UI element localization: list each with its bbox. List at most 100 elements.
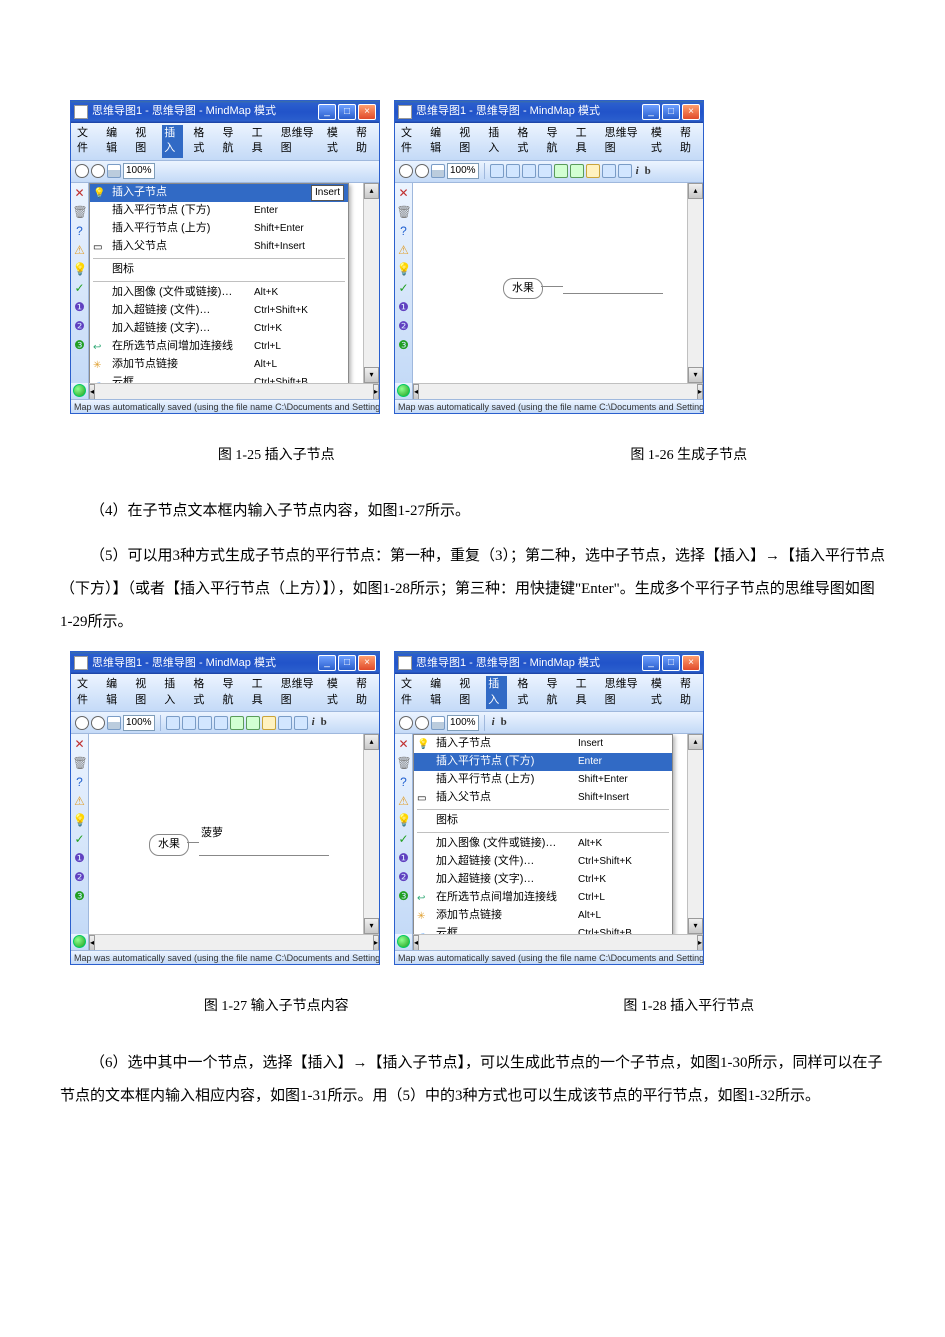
menu-item[interactable]: 插入子节点Insert xyxy=(414,735,672,753)
menu-item[interactable]: 帮助 xyxy=(678,676,699,709)
minimize-button[interactable]: _ xyxy=(318,655,336,671)
scroll-down-icon[interactable]: ▾ xyxy=(364,367,379,383)
scroll-right-icon[interactable]: ▸ xyxy=(697,384,703,400)
toolbar-icon[interactable] xyxy=(91,716,105,730)
toolbar-icon[interactable] xyxy=(182,716,196,730)
menu-item[interactable]: 加入图像 (文件或链接)…Alt+K xyxy=(90,284,348,302)
menu-item[interactable]: 文件 xyxy=(399,125,420,158)
menu-item[interactable]: 导航 xyxy=(220,125,241,158)
maximize-button[interactable]: □ xyxy=(338,655,356,671)
menu-item[interactable]: 文件 xyxy=(75,676,96,709)
menu-item[interactable]: 思维导图 xyxy=(279,125,317,158)
close-button[interactable]: × xyxy=(358,655,376,671)
scroll-track[interactable] xyxy=(419,384,697,399)
menu-item[interactable]: 思维导图 xyxy=(279,676,317,709)
root-node[interactable]: 水果 xyxy=(503,278,543,299)
sidebar-icon[interactable]: ? xyxy=(397,776,411,790)
zoom-box[interactable]: 100% xyxy=(447,715,479,731)
sidebar-icon[interactable]: ❷ xyxy=(397,320,411,334)
toolbar-icon[interactable] xyxy=(75,164,89,178)
toolbar-icon[interactable] xyxy=(490,164,504,178)
menu-item[interactable]: 加入超链接 (文字)…Ctrl+K xyxy=(414,871,672,889)
h-scrollbar[interactable]: ◂ ▸ xyxy=(413,383,703,399)
v-scrollbar[interactable]: ▴ ▾ xyxy=(363,734,379,934)
menu-item[interactable]: 模式 xyxy=(649,125,670,158)
menu-item[interactable]: 添加节点链接Alt+L xyxy=(90,356,348,374)
sidebar-icon[interactable]: ? xyxy=(73,776,87,790)
sidebar-icon[interactable]: 🗑 xyxy=(397,757,411,771)
maximize-button[interactable]: □ xyxy=(662,655,680,671)
sidebar-icon[interactable]: ✕ xyxy=(397,187,411,201)
scroll-down-icon[interactable]: ▾ xyxy=(364,918,379,934)
sidebar-icon[interactable]: 💡 xyxy=(73,263,87,277)
minimize-button[interactable]: _ xyxy=(318,104,336,120)
toolbar-icon[interactable] xyxy=(506,164,520,178)
bold-icon[interactable]: b xyxy=(319,715,329,730)
scroll-up-icon[interactable]: ▴ xyxy=(688,734,703,750)
minimize-button[interactable]: _ xyxy=(642,655,660,671)
h-scrollbar[interactable]: ◂ ▸ xyxy=(89,934,379,950)
child-node-input[interactable] xyxy=(199,840,329,856)
sidebar-icon[interactable]: ⚠ xyxy=(397,244,411,258)
scroll-track[interactable] xyxy=(688,750,703,918)
menu-item[interactable]: 插入父节点Shift+Insert xyxy=(90,238,348,256)
sidebar-icon[interactable]: ✕ xyxy=(73,187,87,201)
minimize-button[interactable]: _ xyxy=(642,104,660,120)
menu-item[interactable]: 加入超链接 (文字)…Ctrl+K xyxy=(90,320,348,338)
sidebar-icon[interactable]: ❶ xyxy=(73,852,87,866)
close-button[interactable]: × xyxy=(358,104,376,120)
zoom-box[interactable]: 100% xyxy=(123,163,155,179)
menu-item[interactable]: 工具 xyxy=(250,676,271,709)
menu-item[interactable]: 插入平行节点 (上方)Shift+Enter xyxy=(90,220,348,238)
sidebar-icon[interactable]: ✓ xyxy=(73,833,87,847)
menu-item[interactable]: 编辑 xyxy=(428,125,449,158)
scroll-right-icon[interactable]: ▸ xyxy=(373,935,379,951)
menu-item[interactable]: 导航 xyxy=(220,676,241,709)
sidebar-icon[interactable]: ✓ xyxy=(73,282,87,296)
sidebar-icon[interactable]: 🗑 xyxy=(397,206,411,220)
toolbar-icon[interactable] xyxy=(415,716,429,730)
menu-item[interactable]: 加入超链接 (文件)…Ctrl+Shift+K xyxy=(414,853,672,871)
toolbar-icon[interactable] xyxy=(278,716,292,730)
menu-item[interactable]: 编辑 xyxy=(428,676,449,709)
toolbar-icon[interactable] xyxy=(586,164,600,178)
menu-item[interactable]: 插入子节点Insert xyxy=(90,184,348,202)
zoom-box[interactable]: 100% xyxy=(123,715,155,731)
sidebar-icon[interactable]: ? xyxy=(73,225,87,239)
scroll-down-icon[interactable]: ▾ xyxy=(688,918,703,934)
sidebar-icon[interactable]: 🗑 xyxy=(73,757,87,771)
toolbar-icon[interactable] xyxy=(570,164,584,178)
print-icon[interactable] xyxy=(107,716,121,730)
child-node-input[interactable] xyxy=(563,278,663,294)
sidebar-icon[interactable]: ❸ xyxy=(397,890,411,904)
menu-item[interactable]: 帮助 xyxy=(354,125,375,158)
menu-item[interactable]: 模式 xyxy=(649,676,670,709)
scroll-track[interactable] xyxy=(95,384,373,399)
h-scrollbar[interactable]: ◂ ▸ xyxy=(413,934,703,950)
menu-item[interactable]: 在所选节点间增加连接线Ctrl+L xyxy=(414,889,672,907)
print-icon[interactable] xyxy=(431,164,445,178)
toolbar-icon[interactable] xyxy=(214,716,228,730)
italic-icon[interactable]: i xyxy=(310,715,317,730)
menu-item[interactable]: 导航 xyxy=(544,676,565,709)
sidebar-icon[interactable]: ✓ xyxy=(397,282,411,296)
scroll-track[interactable] xyxy=(419,935,697,950)
sidebar-icon[interactable]: ❶ xyxy=(73,301,87,315)
toolbar-icon[interactable] xyxy=(554,164,568,178)
sidebar-icon[interactable]: ❷ xyxy=(73,320,87,334)
print-icon[interactable] xyxy=(107,164,121,178)
menu-item[interactable]: 格式 xyxy=(191,676,212,709)
scroll-up-icon[interactable]: ▴ xyxy=(688,183,703,199)
menu-item[interactable]: 编辑 xyxy=(104,676,125,709)
italic-icon[interactable]: i xyxy=(490,715,497,730)
menu-item[interactable]: 插入父节点Shift+Insert xyxy=(414,789,672,807)
toolbar-icon[interactable] xyxy=(522,164,536,178)
menu-item[interactable]: 帮助 xyxy=(678,125,699,158)
menu-item[interactable]: 插入平行节点 (下方)Enter xyxy=(90,202,348,220)
menu-item[interactable]: 工具 xyxy=(574,676,595,709)
sidebar-icon[interactable]: ❶ xyxy=(397,301,411,315)
menu-item[interactable]: 思维导图 xyxy=(603,676,641,709)
menu-item[interactable]: 加入图像 (文件或链接)…Alt+K xyxy=(414,835,672,853)
toolbar-icon[interactable] xyxy=(262,716,276,730)
scroll-track[interactable] xyxy=(364,199,379,367)
